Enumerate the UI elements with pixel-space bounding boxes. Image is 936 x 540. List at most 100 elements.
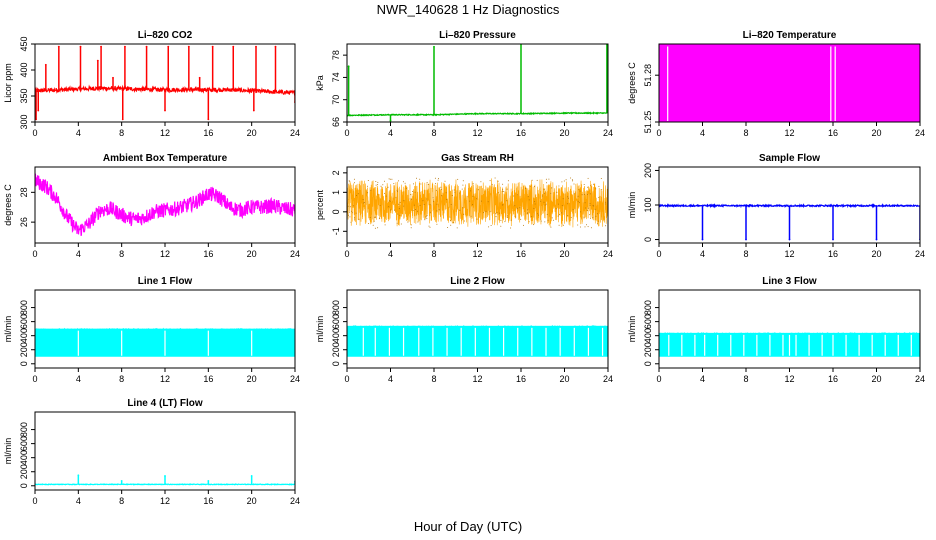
- noise-point-rh: [438, 209, 440, 211]
- x-tick-label-line1-1: 4: [76, 374, 81, 384]
- band-edge-licor_temp: [659, 44, 920, 51]
- noise-point-rh: [510, 227, 512, 229]
- panel-title-co2: Li–820 CO2: [138, 30, 193, 41]
- noise-point-rh: [403, 205, 405, 207]
- noise-point-rh: [531, 179, 533, 181]
- noise-point-rh: [363, 202, 365, 204]
- noise-point-rh: [351, 210, 353, 212]
- panel-title-line4: Line 4 (LT) Flow: [127, 398, 203, 409]
- noise-point-rh: [502, 204, 504, 206]
- x-tick-label-pressure-1: 4: [388, 128, 393, 138]
- noise-point-rh: [587, 226, 589, 228]
- noise-point-rh: [444, 180, 446, 182]
- noise-point-rh: [500, 219, 502, 221]
- y-tick-label-sample_flow-1: 100: [643, 197, 653, 212]
- noise-point-rh: [351, 212, 353, 214]
- noise-point-rh: [597, 220, 599, 222]
- noise-point-rh: [563, 180, 565, 182]
- noise-point-rh: [380, 185, 382, 187]
- noise-point-rh: [375, 184, 377, 186]
- panel-ylabel-licor_temp: degrees C: [627, 62, 637, 104]
- x-tick-label-licor_temp-6: 24: [915, 128, 925, 138]
- noise-point-rh: [580, 211, 582, 213]
- noise-point-rh: [349, 216, 351, 218]
- panel-co2: Li–820 CO2 Licor ppm 0 4 8 12 16 20 24 300 350 400 4…: [3, 30, 300, 138]
- panel-ylabel-line3: ml/min: [627, 316, 637, 343]
- y-tick-label-line2-1: 200: [331, 342, 341, 357]
- noise-point-rh: [476, 198, 478, 200]
- noise-point-rh: [494, 177, 496, 179]
- noise-point-rh: [583, 216, 585, 218]
- noise-point-rh: [577, 200, 579, 202]
- noise-point-rh: [523, 224, 524, 226]
- noise-point-rh: [356, 195, 358, 196]
- noise-point-rh: [605, 225, 607, 227]
- series-line-co2: [35, 84, 295, 96]
- noise-point-rh: [437, 179, 439, 181]
- noise-point-rh: [384, 224, 386, 226]
- noise-point-rh: [463, 220, 465, 222]
- noise-point-rh: [363, 202, 365, 203]
- noise-point-rh: [446, 198, 448, 200]
- y-tick-label-line3-3: 600: [643, 314, 653, 329]
- noise-point-rh: [348, 180, 350, 182]
- noise-point-rh: [545, 178, 547, 180]
- noise-point-rh: [374, 227, 376, 229]
- noise-point-rh: [384, 180, 385, 182]
- noise-point-rh: [502, 189, 504, 191]
- noise-point-rh: [378, 217, 380, 219]
- noise-point-rh: [384, 192, 386, 194]
- series-rh: [347, 177, 608, 229]
- noise-point-rh: [395, 197, 397, 199]
- noise-point-rh: [514, 205, 516, 207]
- noise-point-rh: [567, 196, 569, 198]
- panel-title-rh: Gas Stream RH: [441, 153, 514, 164]
- y-tick-label-co2-2: 400: [19, 62, 29, 77]
- noise-point-rh: [425, 216, 427, 218]
- noise-point-rh: [393, 183, 395, 185]
- noise-point-rh: [409, 198, 411, 200]
- spike-point-co2-4: [79, 45, 82, 48]
- x-tick-label-sample_flow-0: 0: [656, 249, 661, 259]
- noise-point-rh: [574, 193, 576, 195]
- x-tick-label-sample_flow-6: 24: [915, 249, 925, 259]
- noise-point-rh: [407, 221, 409, 223]
- noise-point-rh: [537, 213, 539, 215]
- noise-point-rh: [450, 204, 452, 205]
- noise-point-rh: [495, 216, 497, 218]
- spike-point-pressure-1: [389, 119, 392, 122]
- noise-point-rh: [379, 205, 381, 207]
- y-tick-label-line3-0: 0: [643, 361, 653, 366]
- spike-point-sample_flow-3: [832, 238, 834, 241]
- noise-point-rh: [377, 227, 379, 229]
- x-tick-label-licor_temp-2: 8: [743, 128, 748, 138]
- noise-point-rh: [396, 189, 398, 191]
- y-tick-label-sample_flow-2: 200: [643, 163, 653, 178]
- noise-point-rh: [592, 205, 594, 207]
- noise-point-rh: [561, 181, 563, 183]
- x-tick-label-line2-2: 8: [431, 374, 436, 384]
- panel-licor_temp: Li–820 Temperature degrees C 0 4 8 12 16 20 24 51…: [627, 30, 925, 138]
- noise-point-rh: [513, 195, 515, 197]
- noise-point-rh: [494, 213, 496, 215]
- panel-ylabel-line4: ml/min: [3, 438, 13, 465]
- spike-point-line4-3: [207, 479, 210, 482]
- series-line-pressure: [347, 111, 608, 117]
- noise-point-rh: [387, 186, 389, 188]
- noise-point-rh: [545, 203, 547, 205]
- noise-point-rh: [377, 181, 379, 183]
- noise-point-rh: [476, 218, 478, 220]
- panel-title-ambient_temp: Ambient Box Temperature: [103, 153, 228, 164]
- noise-point-rh: [584, 226, 586, 228]
- x-tick-label-ambient_temp-4: 16: [203, 249, 213, 259]
- noise-point-rh: [489, 211, 491, 213]
- noise-point-rh: [546, 182, 547, 184]
- noise-point-rh: [413, 183, 414, 185]
- spike-point-co2-5: [96, 59, 99, 62]
- x-tick-label-line1-4: 16: [203, 374, 213, 384]
- x-tick-label-pressure-4: 16: [516, 128, 526, 138]
- noise-point-rh: [547, 219, 549, 221]
- x-tick-label-line4-6: 24: [290, 496, 300, 506]
- y-tick-label-line3-4: 800: [643, 300, 653, 315]
- noise-point-rh: [544, 221, 546, 223]
